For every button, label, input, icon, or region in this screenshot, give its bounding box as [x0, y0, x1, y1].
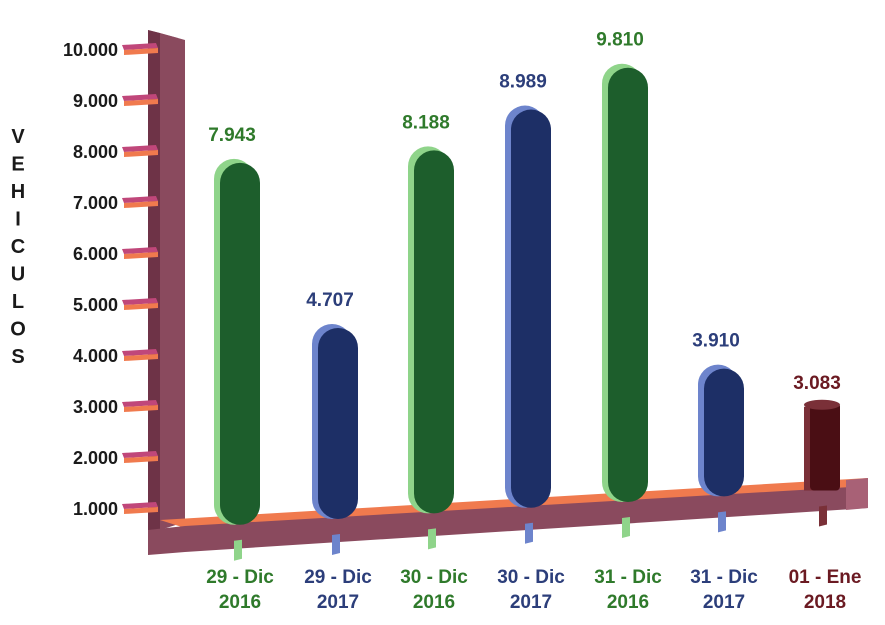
y-axis-label-letter: L: [12, 291, 24, 313]
y-tick-mark: [122, 247, 158, 254]
category-label-line2: 2016: [413, 592, 455, 613]
category-label-line1: 31 - Dic: [690, 567, 758, 588]
y-tick-label: 3.000: [73, 397, 118, 417]
y-tick-label: 4.000: [73, 346, 118, 366]
bar-body: [810, 402, 840, 491]
bar-stub: [428, 528, 436, 550]
bar-body: [220, 162, 260, 525]
category-label-line2: 2017: [510, 592, 552, 613]
bar: 7.943: [208, 125, 260, 525]
y-tick-mark: [122, 94, 158, 101]
bar-value-label: 9.810: [596, 30, 644, 51]
bar-value-label: 8.989: [499, 72, 547, 93]
bar: 3.083: [793, 373, 841, 491]
y-tick-label: 1.000: [73, 499, 118, 519]
bar-value-label: 3.910: [692, 331, 740, 352]
bar: 3.910: [692, 331, 744, 497]
y-tick-label: 7.000: [73, 193, 118, 213]
bar-value-label: 7.943: [208, 125, 256, 146]
category-label-line1: 01 - Ene: [789, 567, 862, 588]
y-axis-wall-face: [148, 30, 160, 552]
category-label-line2: 2018: [804, 592, 846, 613]
y-axis-ticks: 1.000 2.000 3.000 4.000 5.000 6.000 7.000 8.000…: [63, 40, 158, 519]
y-tick-mark: [122, 451, 158, 458]
y-tick-mark: [122, 43, 158, 50]
bar-body: [704, 368, 744, 497]
y-tick-mark-lower: [124, 354, 158, 361]
y-tick-label: 5.000: [73, 295, 118, 315]
y-tick-mark-lower: [124, 252, 158, 259]
y-axis-label-letter: S: [11, 346, 24, 368]
category-label-line2: 2016: [219, 592, 261, 613]
bar-value-label: 3.083: [793, 373, 841, 394]
y-axis-label-letter: I: [15, 209, 21, 231]
bar: 9.810: [596, 30, 648, 503]
y-tick-mark-lower: [124, 99, 158, 106]
y-tick-mark: [122, 196, 158, 203]
bar-stub: [718, 511, 726, 533]
y-axis-label-letter: H: [11, 181, 25, 203]
bar-stub: [622, 517, 630, 539]
y-tick-label: 8.000: [73, 142, 118, 162]
category-label-line2: 2017: [703, 592, 745, 613]
y-tick-mark-lower: [124, 456, 158, 463]
y-tick-mark: [122, 298, 158, 305]
bars: 7.943 4.707 8.188 8.989 9.810 3.910 3.083: [208, 30, 841, 525]
y-tick-label: 2.000: [73, 448, 118, 468]
bar-body: [608, 67, 648, 503]
y-tick-mark-lower: [124, 507, 158, 514]
y-tick-label: 6.000: [73, 244, 118, 264]
x-axis-categories: 29 - Dic 2016 29 - Dic 2017 30 - Dic 2016 30 -…: [206, 505, 862, 613]
floor-slab-end: [846, 478, 868, 510]
y-tick-mark-lower: [124, 405, 158, 412]
y-tick-mark-lower: [124, 303, 158, 310]
y-tick-mark-lower: [124, 201, 158, 208]
y-tick-mark: [122, 349, 158, 356]
bar-body: [318, 327, 358, 520]
bar-stub: [332, 534, 340, 556]
y-tick-mark: [122, 400, 158, 407]
category-label-line2: 2017: [317, 592, 359, 613]
category-label-line1: 30 - Dic: [400, 567, 468, 588]
bar-stub: [234, 539, 242, 561]
y-axis-label-letter: U: [11, 264, 25, 286]
bar-top: [804, 399, 840, 410]
bar-stub: [525, 522, 533, 544]
y-tick-mark-lower: [124, 48, 158, 55]
bar: 8.989: [499, 72, 551, 508]
category-label-line2: 2016: [607, 592, 649, 613]
y-tick-mark: [122, 502, 158, 509]
y-tick-label: 10.000: [63, 40, 118, 60]
bar-body: [414, 150, 454, 514]
category-label-line1: 29 - Dic: [206, 567, 274, 588]
y-axis-label-letter: V: [11, 126, 25, 148]
bar: 4.707: [306, 290, 358, 520]
bar-value-label: 4.707: [306, 290, 354, 311]
bar: 8.188: [402, 112, 454, 514]
y-axis-wall-main: [160, 33, 185, 530]
y-tick-label: 9.000: [73, 91, 118, 111]
category-label-line1: 29 - Dic: [304, 567, 372, 588]
category-label-line1: 31 - Dic: [594, 567, 662, 588]
bar-value-label: 8.188: [402, 112, 450, 133]
floor-slab-face: [148, 486, 868, 555]
y-axis-label-letter: E: [11, 154, 24, 176]
bar-body: [511, 109, 551, 508]
y-axis-label-letter: O: [10, 319, 26, 341]
y-axis-label-letter: C: [11, 236, 25, 258]
y-tick-mark-lower: [124, 150, 158, 157]
y-tick-mark: [122, 145, 158, 152]
category-label-line1: 30 - Dic: [497, 567, 565, 588]
bar-stub: [819, 505, 827, 527]
